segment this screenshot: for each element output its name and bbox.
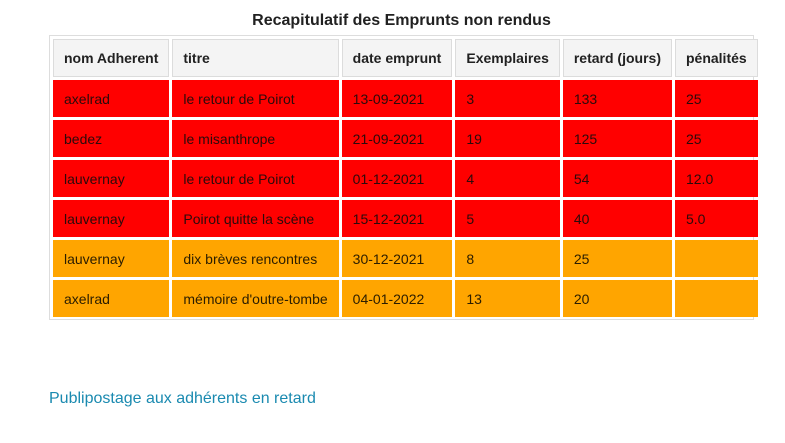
cell-title: le retour de Poirot	[172, 80, 339, 117]
cell-member: lauvernay	[53, 200, 170, 237]
cell-member: lauvernay	[53, 240, 170, 277]
table-row: axelrad mémoire d'outre-tombe 04-01-2022…	[53, 280, 758, 317]
cell-penalties: 12.0	[674, 160, 758, 197]
column-header-title: titre	[172, 39, 339, 77]
cell-member: axelrad	[53, 80, 170, 117]
cell-member: lauvernay	[53, 160, 170, 197]
overdue-loans-table: nom Adherent titre date emprunt Exemplai…	[50, 36, 761, 320]
overdue-loans-table-container: nom Adherent titre date emprunt Exemplai…	[49, 35, 758, 320]
cell-copies: 8	[455, 240, 560, 277]
table-row: lauvernay le retour de Poirot 01-12-2021…	[53, 160, 758, 197]
table-row: axelrad le retour de Poirot 13-09-2021 3…	[53, 80, 758, 117]
cell-delay-days: 20	[562, 280, 672, 317]
cell-title: Poirot quitte la scène	[172, 200, 339, 237]
cell-loan-date: 13-09-2021	[341, 80, 453, 117]
column-header-member: nom Adherent	[53, 39, 170, 77]
table-row: lauvernay Poirot quitte la scène 15-12-2…	[53, 200, 758, 237]
cell-penalties: 25	[674, 80, 758, 117]
cell-copies: 3	[455, 80, 560, 117]
cell-penalties	[674, 280, 758, 317]
cell-copies: 19	[455, 120, 560, 157]
cell-member: axelrad	[53, 280, 170, 317]
column-header-loan-date: date emprunt	[341, 39, 453, 77]
cell-title: mémoire d'outre-tombe	[172, 280, 339, 317]
cell-loan-date: 01-12-2021	[341, 160, 453, 197]
cell-delay-days: 25	[562, 240, 672, 277]
cell-title: le retour de Poirot	[172, 160, 339, 197]
cell-copies: 4	[455, 160, 560, 197]
cell-loan-date: 21-09-2021	[341, 120, 453, 157]
table-caption: Recapitulatif des Emprunts non rendus	[252, 12, 551, 29]
table-row: bedez le misanthrope 21-09-2021 19 125 2…	[53, 120, 758, 157]
column-header-copies: Exemplaires	[455, 39, 560, 77]
cell-loan-date: 30-12-2021	[341, 240, 453, 277]
table-row: lauvernay dix brèves rencontres 30-12-20…	[53, 240, 758, 277]
table-header-row: nom Adherent titre date emprunt Exemplai…	[53, 39, 758, 77]
cell-title: dix brèves rencontres	[172, 240, 339, 277]
column-header-penalties: pénalités	[674, 39, 758, 77]
cell-copies: 5	[455, 200, 560, 237]
cell-title: le misanthrope	[172, 120, 339, 157]
cell-penalties: 25	[674, 120, 758, 157]
cell-delay-days: 125	[562, 120, 672, 157]
cell-delay-days: 54	[562, 160, 672, 197]
cell-delay-days: 133	[562, 80, 672, 117]
cell-loan-date: 15-12-2021	[341, 200, 453, 237]
cell-loan-date: 04-01-2022	[341, 280, 453, 317]
cell-penalties: 5.0	[674, 200, 758, 237]
cell-copies: 13	[455, 280, 560, 317]
cell-member: bedez	[53, 120, 170, 157]
mailing-overdue-members-link[interactable]: Publipostage aux adhérents en retard	[49, 390, 316, 407]
column-header-delay-days: retard (jours)	[562, 39, 672, 77]
cell-penalties	[674, 240, 758, 277]
cell-delay-days: 40	[562, 200, 672, 237]
